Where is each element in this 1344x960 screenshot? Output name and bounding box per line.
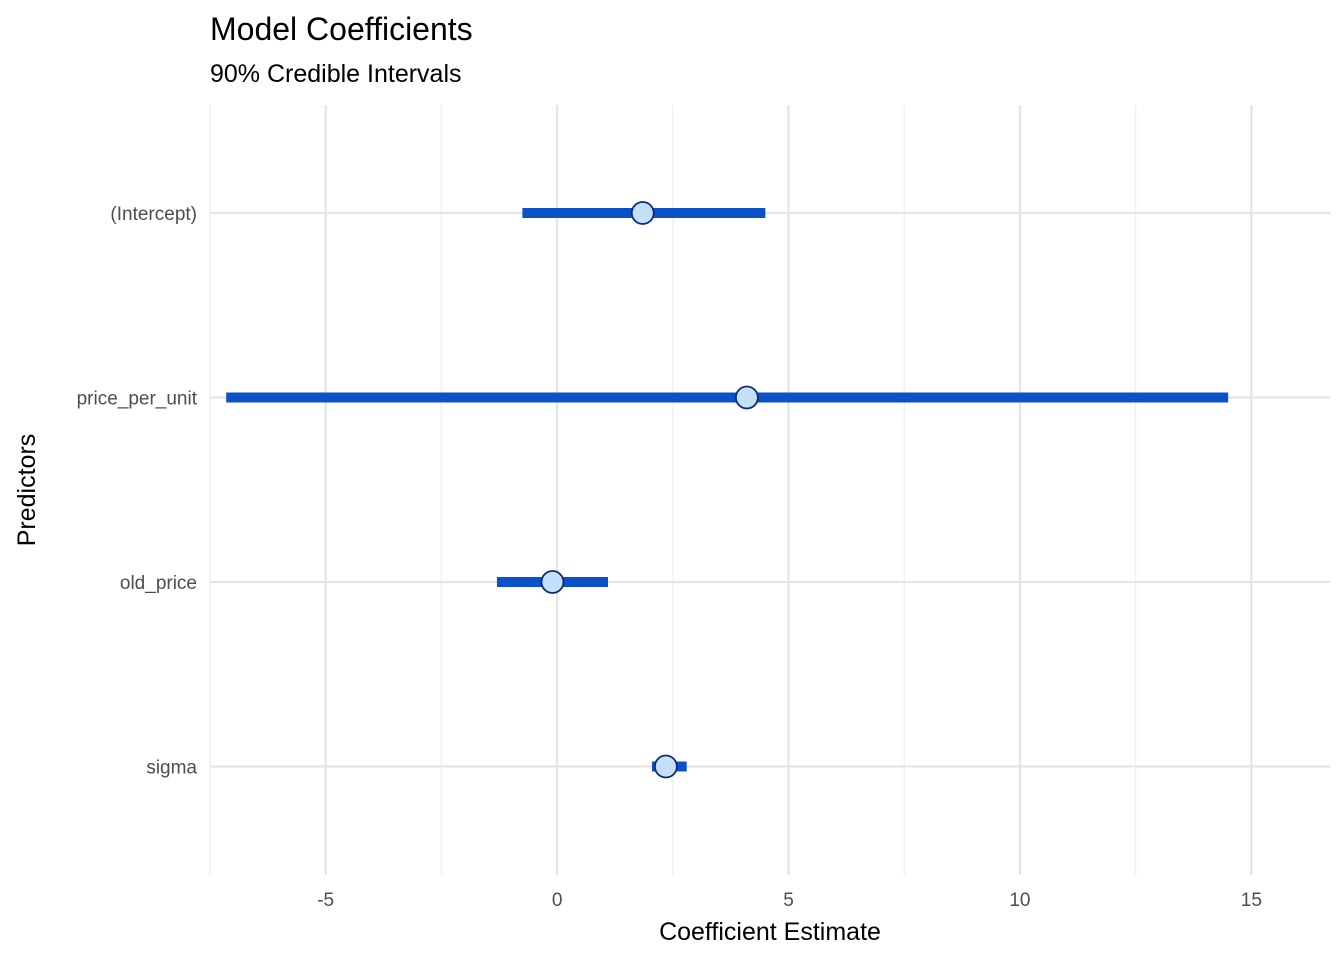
point-estimate <box>734 385 759 410</box>
point-estimate <box>540 570 565 594</box>
y-tick-label: old_price <box>120 573 197 594</box>
y-axis-title: Predictors <box>13 434 41 547</box>
x-tick-label: 10 <box>1009 890 1030 911</box>
chart-title: Model Coefficients <box>210 11 473 47</box>
x-tick-label: 5 <box>783 890 794 911</box>
point-estimate <box>653 754 678 779</box>
gridlines <box>209 105 1330 875</box>
y-tick-label: (Intercept) <box>110 204 197 225</box>
x-tick-label: 0 <box>552 890 563 911</box>
point-estimate <box>630 201 655 225</box>
x-tick-labels: -5 0 5 10 15 <box>317 890 1262 911</box>
chart-subtitle: 90% Credible Intervals <box>210 60 462 88</box>
x-tick-label: 15 <box>1241 890 1262 911</box>
point-estimates <box>540 201 759 779</box>
y-tick-label: price_per_unit <box>77 389 198 410</box>
y-tick-label: sigma <box>146 758 197 779</box>
x-axis-title: Coefficient Estimate <box>659 918 881 946</box>
x-tick-label: -5 <box>317 890 334 911</box>
credible-intervals <box>226 208 1229 772</box>
